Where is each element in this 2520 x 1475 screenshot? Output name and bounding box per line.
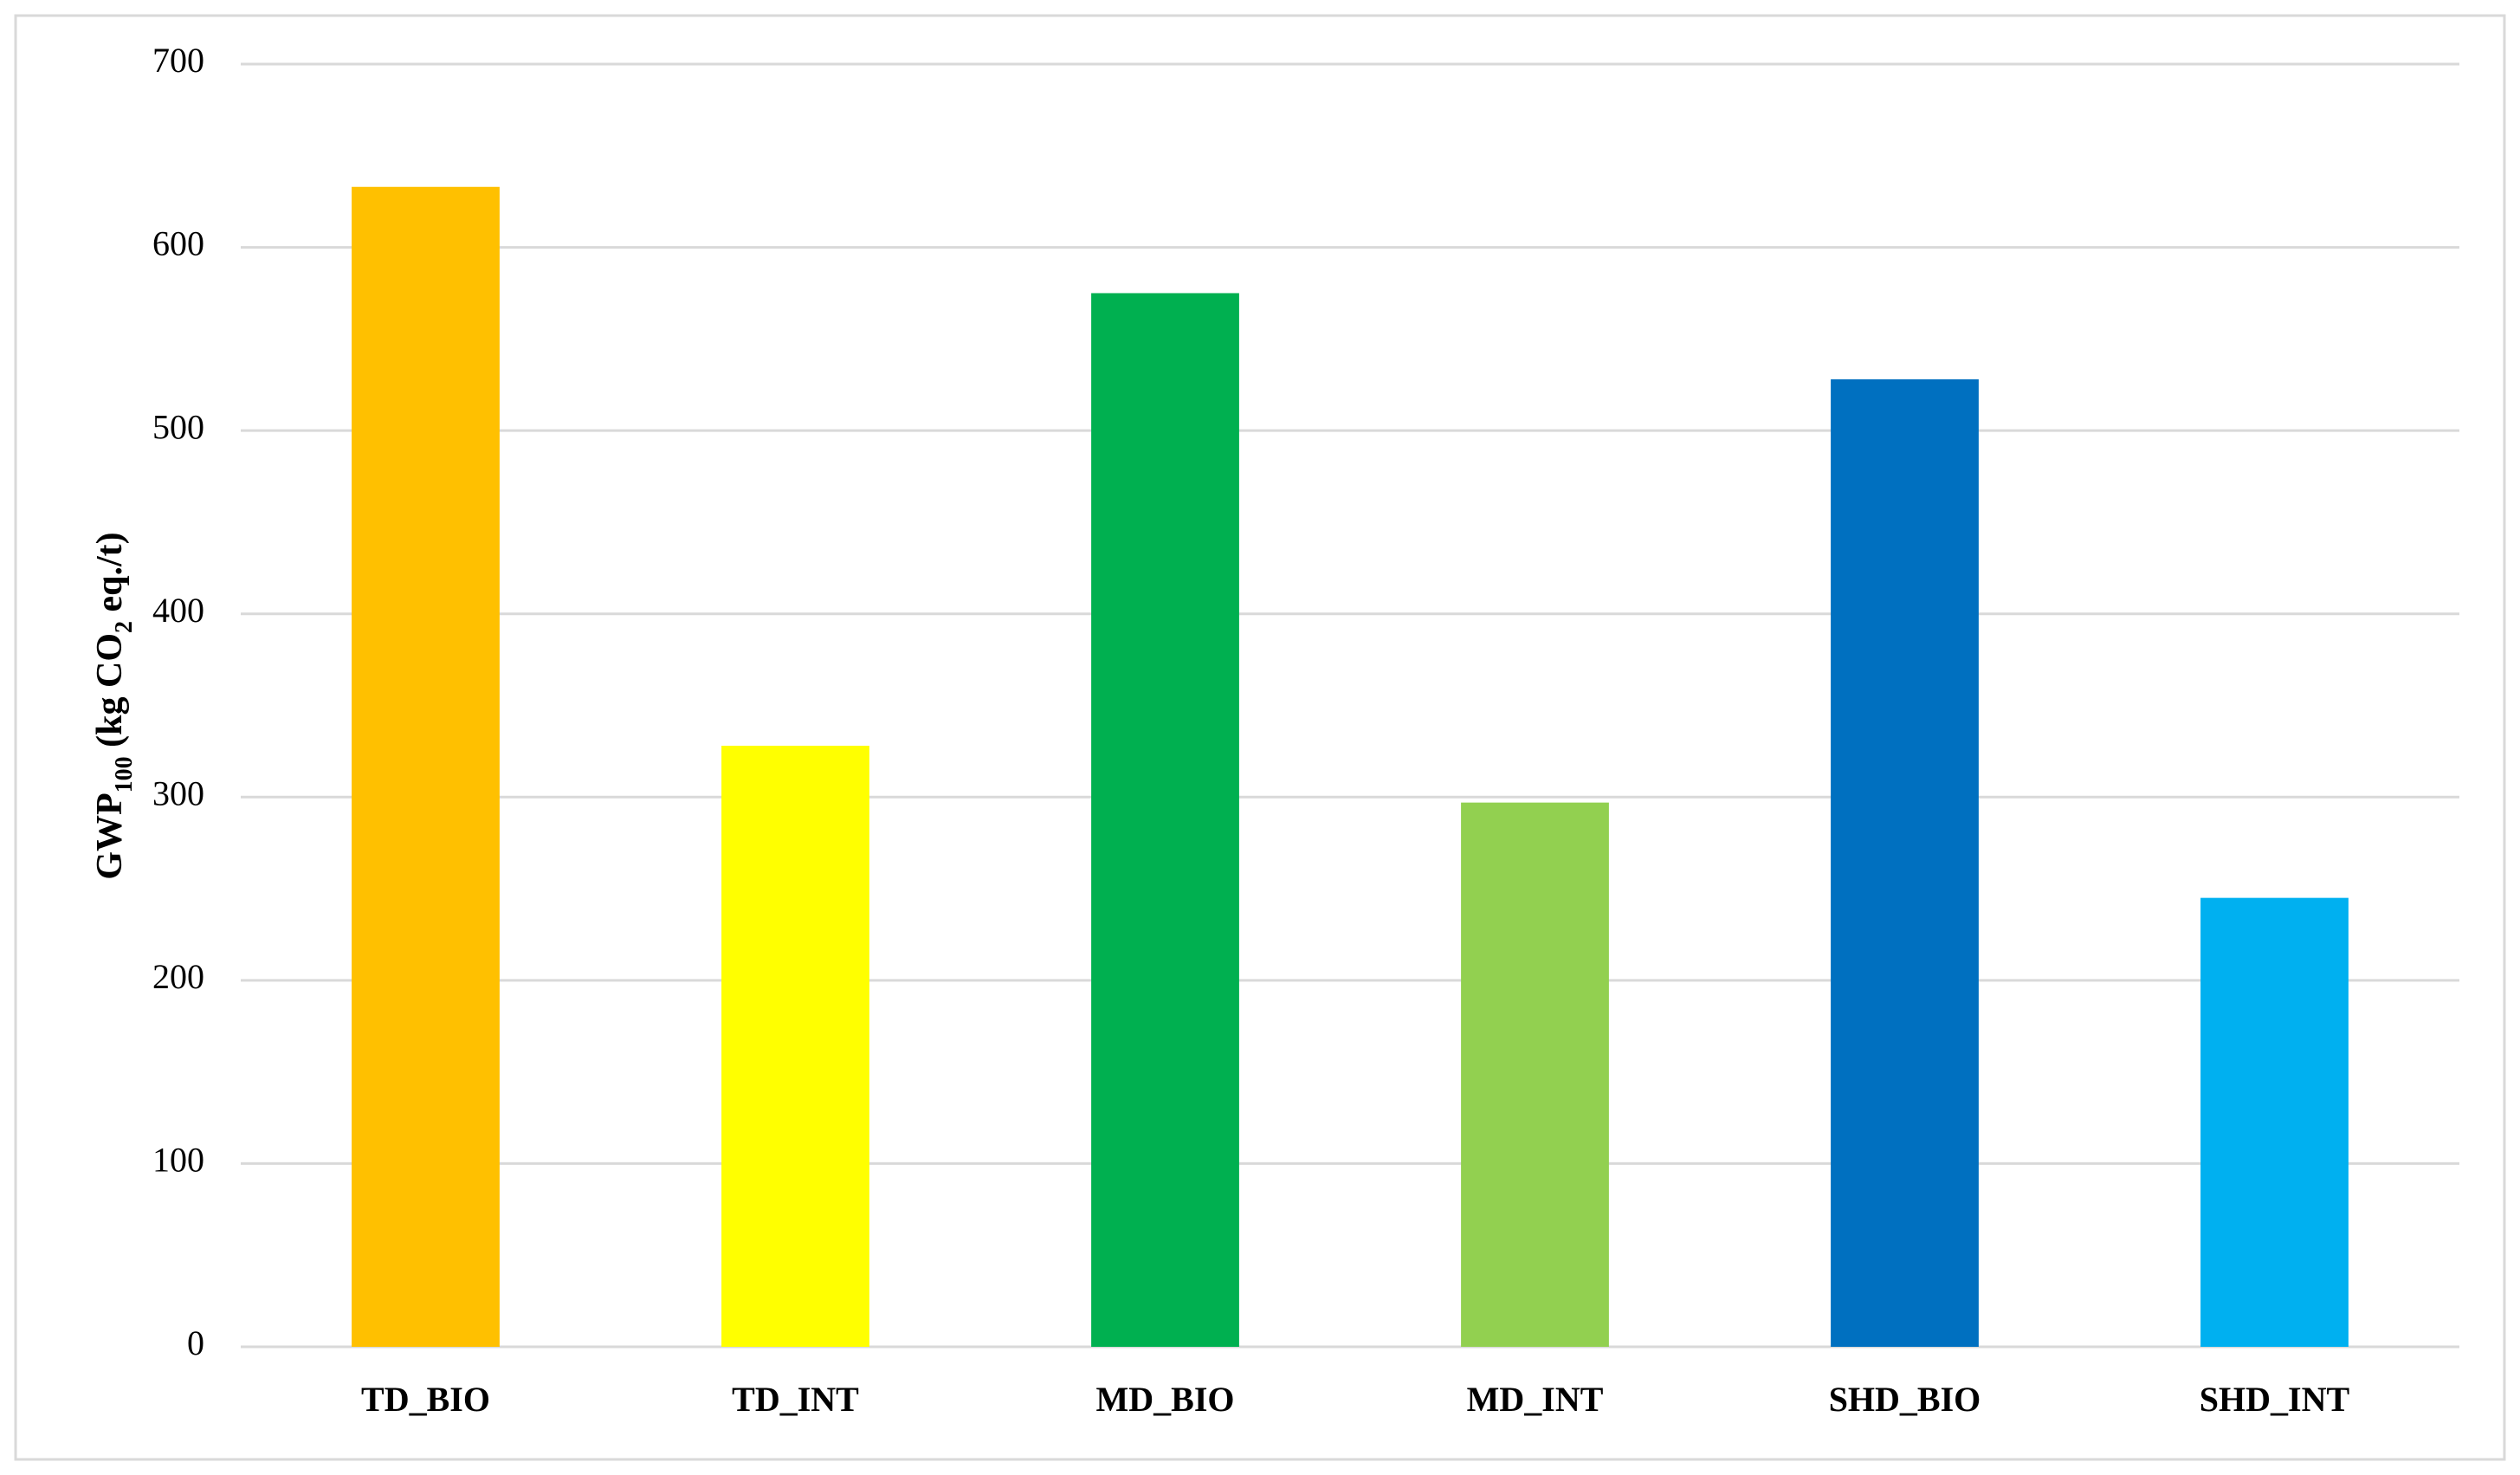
- bar: [1831, 378, 1979, 1348]
- y-tick-label: 100: [152, 1141, 204, 1180]
- y-axis-label: GWP100 (kg CO2 eq./t): [90, 532, 138, 879]
- bar: [1091, 293, 1239, 1347]
- y-tick-label: 0: [187, 1323, 204, 1362]
- y-tick-label: 300: [152, 773, 204, 812]
- x-tick-label: MD_INT: [1467, 1380, 1604, 1419]
- x-tick-label: TD_BIO: [361, 1380, 490, 1419]
- y-tick-label: 500: [152, 407, 204, 446]
- y-tick-label: 600: [152, 224, 204, 263]
- bar: [2200, 897, 2349, 1347]
- bar: [1461, 802, 1609, 1347]
- y-tick-label: 400: [152, 591, 204, 630]
- x-tick-label: MD_BIO: [1096, 1380, 1235, 1419]
- y-tick-label: 200: [152, 957, 204, 996]
- x-tick-label: SHD_BIO: [1829, 1380, 1981, 1419]
- x-tick-label: SHD_INT: [2200, 1380, 2350, 1419]
- x-tick-label: TD_INT: [732, 1380, 859, 1419]
- bar: [721, 746, 869, 1347]
- y-tick-label: 700: [152, 41, 204, 80]
- bar: [352, 186, 500, 1348]
